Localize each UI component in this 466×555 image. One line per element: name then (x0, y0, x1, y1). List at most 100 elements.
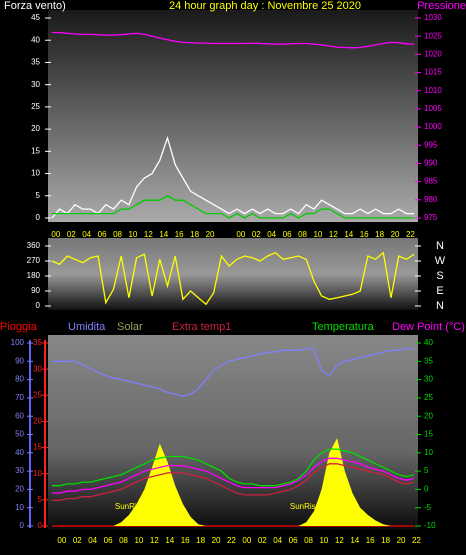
y-tick-label: 5 (36, 191, 41, 200)
y2-tick-label: W (435, 255, 446, 267)
y2-tick-label: 985 (424, 177, 438, 186)
legend-entry: Umidita (68, 321, 106, 333)
x-tick-label: 06 (283, 230, 292, 239)
x-tick-label: 08 (304, 536, 313, 545)
legend-entry: Solar (117, 321, 143, 333)
series-line (51, 448, 415, 487)
y-tick-label: 90 (15, 356, 24, 365)
y2-tick-label: 20 (424, 411, 433, 420)
x-tick-label: 00 (236, 230, 245, 239)
rain-tick-label: 5 (38, 495, 43, 504)
x-tick-label: 16 (175, 230, 184, 239)
x-tick-label: 04 (273, 536, 282, 545)
x-tick-label: 14 (350, 536, 359, 545)
x-tick-label: 22 (227, 536, 236, 545)
x-tick-label: 18 (190, 230, 199, 239)
x-tick-label: 10 (319, 536, 328, 545)
chart-title: 24 hour graph day : Novembre 25 2020 (169, 0, 361, 12)
rain-tick-label: 20 (33, 417, 42, 426)
legend-entry: Temperatura (312, 321, 375, 333)
y2-tick-label: 40 (424, 338, 433, 347)
x-tick-label: 18 (381, 536, 390, 545)
x-tick-label: 12 (144, 230, 153, 239)
x-tick-label: 00 (57, 536, 66, 545)
y2-tick-label: 1005 (424, 104, 442, 113)
y2-tick-label: -10 (424, 521, 436, 530)
x-tick-label: 12 (150, 536, 159, 545)
x-tick-label: 06 (289, 536, 298, 545)
y-tick-label: 10 (15, 503, 24, 512)
y-tick-label: 100 (11, 338, 25, 347)
x-tick-label: 16 (360, 230, 369, 239)
x-tick-label: 06 (104, 536, 113, 545)
legend-entry: Dew Point (°C) (392, 321, 465, 333)
plot-area (48, 335, 418, 530)
x-tick-label: 18 (196, 536, 205, 545)
x-tick-label: 10 (128, 230, 137, 239)
y2-tick-label: 5 (424, 466, 429, 475)
y2-tick-label: 990 (424, 159, 438, 168)
x-tick-label: 16 (181, 536, 190, 545)
x-tick-label: 20 (206, 230, 215, 239)
x-tick-label: 04 (82, 230, 91, 239)
rain-tick-label: 0 (38, 521, 43, 530)
y2-tick-label: 10 (424, 448, 433, 457)
x-tick-label: 02 (252, 230, 261, 239)
y-tick-label: 270 (27, 256, 41, 265)
y-tick-label: 30 (15, 466, 24, 475)
annotation: SunRise (115, 502, 146, 511)
series-area (51, 438, 415, 526)
y-tick-label: 0 (20, 521, 25, 530)
x-tick-label: 10 (313, 230, 322, 239)
rain-tick-label: 35 (33, 338, 42, 347)
legend-entry: Extra temp1 (172, 321, 231, 333)
y-tick-label: 0 (36, 301, 41, 310)
rain-tick-label: 15 (33, 443, 42, 452)
x-tick-label: 08 (113, 230, 122, 239)
series-line (51, 463, 415, 502)
plot-area (48, 238, 418, 310)
y2-tick-label: 1000 (424, 122, 442, 131)
y-tick-label: 30 (31, 80, 40, 89)
x-tick-label: 14 (344, 230, 353, 239)
y-tick-label: 40 (15, 448, 24, 457)
rain-tick-label: 25 (33, 390, 42, 399)
y2-tick-label: 35 (424, 356, 433, 365)
x-tick-label: 08 (119, 536, 128, 545)
x-tick-label: 00 (51, 230, 60, 239)
y-tick-label: 50 (15, 430, 24, 439)
annotation: SunRise (290, 502, 321, 511)
x-tick-label: 14 (159, 230, 168, 239)
x-tick-label: 14 (165, 536, 174, 545)
y-tick-label: 180 (27, 271, 41, 280)
y-tick-label: 80 (15, 375, 24, 384)
rain-tick-label: 10 (33, 469, 42, 478)
x-tick-label: 12 (335, 536, 344, 545)
y2-tick-label: S (436, 270, 443, 282)
series-line (51, 457, 415, 494)
y2-tick-label: N (436, 300, 444, 312)
y2-tick-label: 975 (424, 213, 438, 222)
y2-tick-label: 0 (424, 485, 429, 494)
x-tick-label: 22 (406, 230, 415, 239)
y2-tick-label: 1025 (424, 31, 442, 40)
y2-tick-label: 995 (424, 140, 438, 149)
x-tick-label: 08 (298, 230, 307, 239)
plot-area (48, 10, 418, 222)
series-line (51, 135, 415, 219)
y-tick-label: 60 (15, 411, 24, 420)
x-tick-label: 02 (258, 536, 267, 545)
x-tick-label: 22 (412, 536, 421, 545)
series-line (51, 251, 415, 306)
y2-axis-label: Pressione (417, 0, 466, 12)
y2-tick-label: 1015 (424, 68, 442, 77)
y-tick-label: 70 (15, 393, 24, 402)
x-tick-label: 20 (212, 536, 221, 545)
y-tick-label: 10 (31, 169, 40, 178)
y-tick-label: 35 (31, 58, 40, 67)
x-tick-label: 02 (73, 536, 82, 545)
x-tick-label: 20 (391, 230, 400, 239)
x-tick-label: 20 (397, 536, 406, 545)
x-tick-label: 18 (375, 230, 384, 239)
